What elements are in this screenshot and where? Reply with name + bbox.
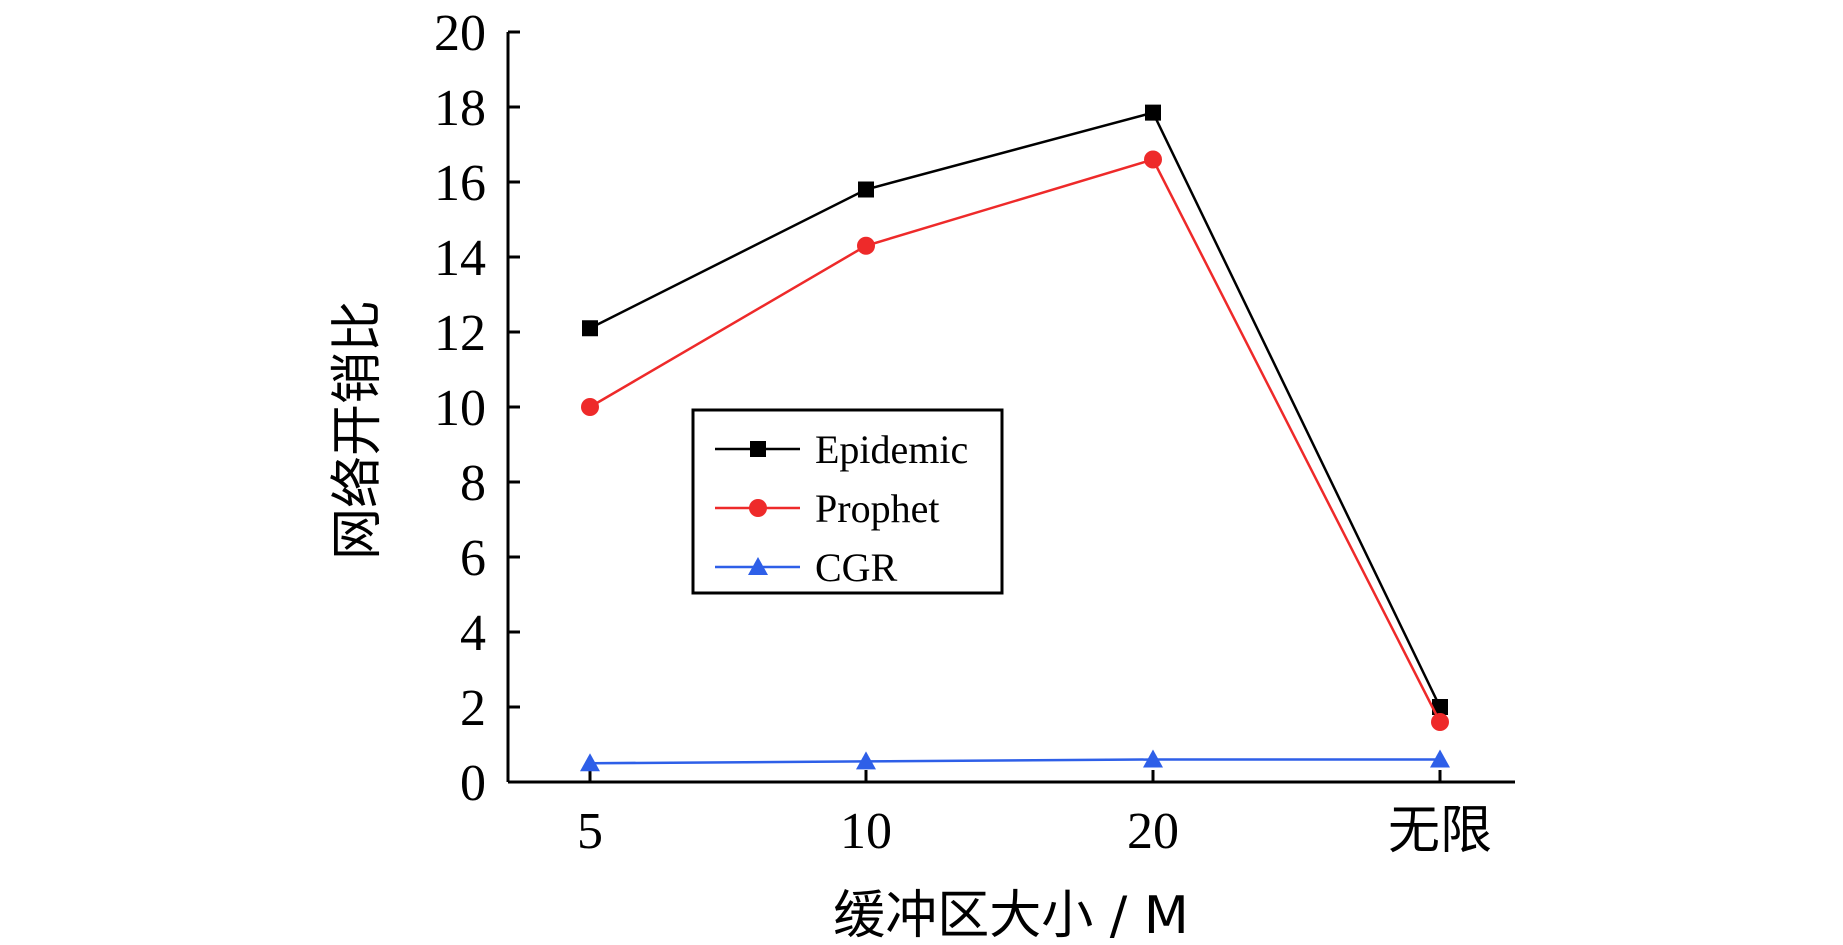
legend-marker <box>749 499 767 517</box>
data-point <box>1144 150 1162 169</box>
data-point <box>580 753 600 772</box>
legend-entry: Epidemic <box>715 427 968 472</box>
y-tick-label: 10 <box>434 380 486 437</box>
axes <box>506 32 1515 784</box>
data-point <box>1431 713 1449 731</box>
legend-marker <box>748 557 768 575</box>
y-axis-title: 网络开销比 <box>328 300 388 560</box>
x-axis-title: 缓冲区大小 / M <box>833 886 1188 945</box>
legend-marker <box>750 441 766 457</box>
y-tick-label: 0 <box>460 755 486 812</box>
y-tick-label: 6 <box>460 530 486 587</box>
series-epidemic <box>582 104 1448 715</box>
series-line <box>589 758 1440 765</box>
data-point <box>1145 104 1161 121</box>
legend-entry: Prophet <box>715 486 939 531</box>
x-tick-label: 5 <box>577 803 603 860</box>
data-point <box>1432 699 1448 715</box>
series-cgr <box>580 749 1450 772</box>
data-point <box>1430 749 1450 768</box>
y-tick-label: 12 <box>434 305 486 362</box>
legend-box <box>691 408 1004 595</box>
y-tick-label: 14 <box>434 230 486 287</box>
y-tick-label: 20 <box>434 5 486 62</box>
data-point <box>1143 749 1163 768</box>
y-ticks: 0 2 4 6 8 10 12 14 16 18 20 <box>434 5 520 812</box>
series-line <box>589 111 1442 708</box>
legend-label: Prophet <box>815 486 939 531</box>
data-point <box>858 181 874 198</box>
y-tick-label: 4 <box>460 605 486 662</box>
data-point <box>581 398 599 416</box>
series-line <box>589 158 1442 723</box>
x-tick-label: 20 <box>1127 803 1179 860</box>
y-tick-label: 8 <box>460 455 486 512</box>
series-prophet <box>581 150 1449 731</box>
series-layer <box>580 104 1450 772</box>
legend: Epidemic Prophet CGR <box>691 408 1004 595</box>
x-tick-label: 10 <box>840 803 892 860</box>
y-tick-label: 2 <box>460 680 486 737</box>
data-point <box>856 751 876 770</box>
x-ticks: 5 10 20 无限 <box>577 770 1492 860</box>
data-point <box>582 320 598 337</box>
legend-label: CGR <box>815 545 898 590</box>
legend-entry: CGR <box>715 545 898 590</box>
data-point <box>857 236 875 255</box>
legend-label: Epidemic <box>815 427 968 472</box>
y-tick-label: 16 <box>434 155 486 212</box>
y-tick-label: 18 <box>434 80 486 137</box>
x-tick-label: 无限 <box>1388 803 1492 860</box>
